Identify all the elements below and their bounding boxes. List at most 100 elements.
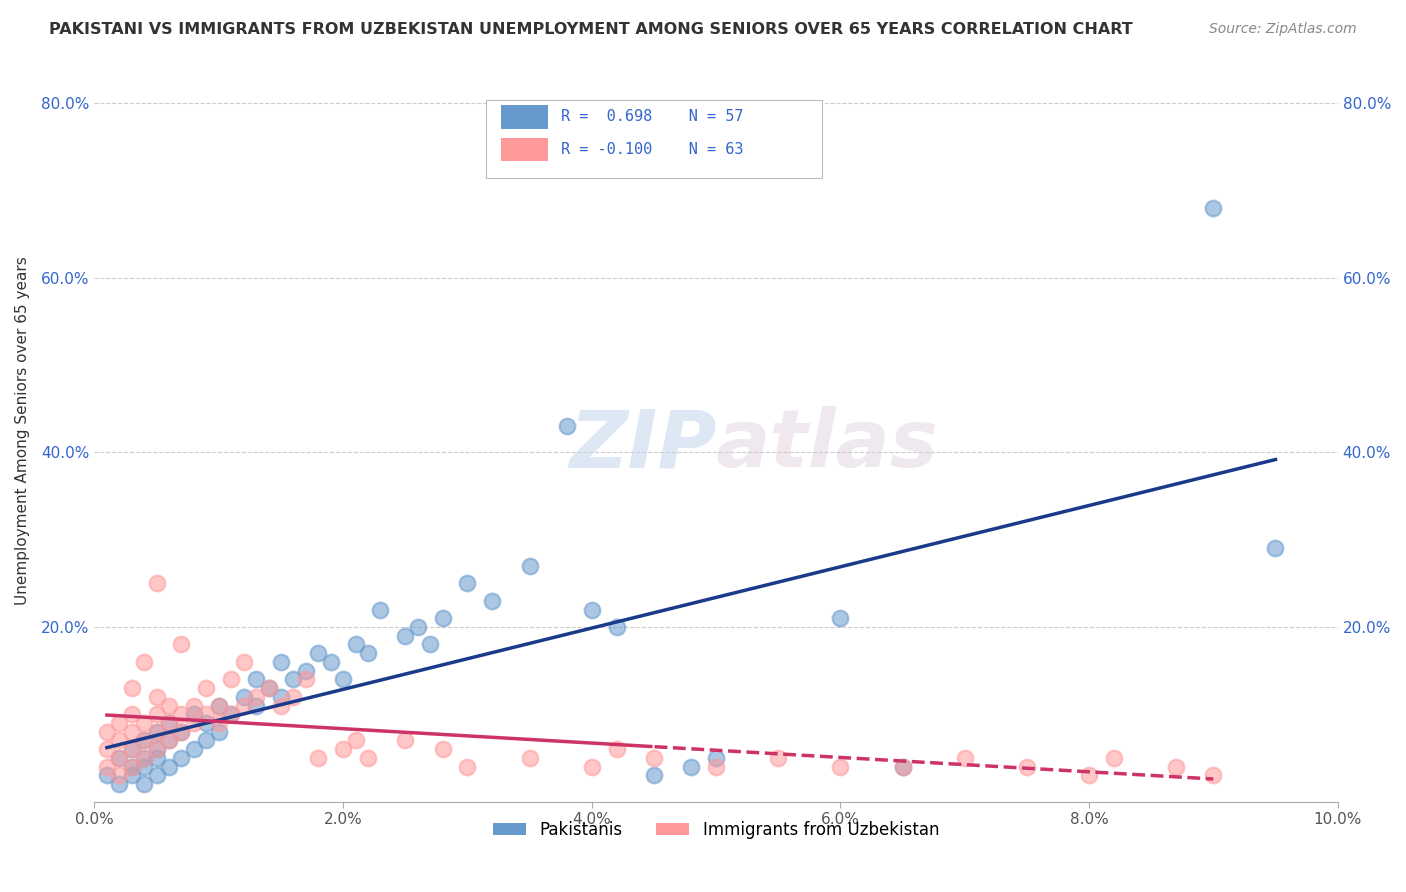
Point bbox=[370, 602, 392, 616]
Point bbox=[96, 724, 118, 739]
Point bbox=[643, 768, 665, 782]
Point bbox=[481, 594, 503, 608]
Point bbox=[307, 646, 329, 660]
Point bbox=[643, 751, 665, 765]
Point bbox=[344, 733, 367, 747]
Point bbox=[157, 733, 180, 747]
Point bbox=[208, 724, 231, 739]
Point bbox=[295, 664, 318, 678]
Point bbox=[891, 759, 914, 773]
Point bbox=[357, 646, 380, 660]
Point bbox=[157, 759, 180, 773]
Point bbox=[145, 742, 167, 756]
Point bbox=[1015, 759, 1038, 773]
Point bbox=[394, 733, 416, 747]
Point bbox=[208, 698, 231, 713]
Point bbox=[134, 751, 156, 765]
Point bbox=[134, 759, 156, 773]
Point bbox=[830, 759, 852, 773]
Point bbox=[307, 751, 329, 765]
Text: R = -0.100    N = 63: R = -0.100 N = 63 bbox=[561, 142, 744, 157]
Point bbox=[170, 724, 193, 739]
Point bbox=[332, 742, 354, 756]
Point bbox=[1202, 201, 1225, 215]
Point bbox=[245, 673, 267, 687]
Y-axis label: Unemployment Among Seniors over 65 years: Unemployment Among Seniors over 65 years bbox=[15, 256, 30, 605]
Point bbox=[406, 620, 429, 634]
Point bbox=[121, 759, 143, 773]
Point bbox=[134, 751, 156, 765]
Point bbox=[606, 620, 628, 634]
Point bbox=[134, 716, 156, 731]
Point bbox=[96, 759, 118, 773]
Point bbox=[157, 716, 180, 731]
Point bbox=[606, 742, 628, 756]
Text: R =  0.698    N = 57: R = 0.698 N = 57 bbox=[561, 109, 744, 124]
Point bbox=[157, 716, 180, 731]
Point bbox=[1264, 541, 1286, 556]
Point bbox=[145, 690, 167, 704]
Point bbox=[195, 681, 218, 695]
Point bbox=[519, 751, 541, 765]
Point bbox=[145, 768, 167, 782]
Point bbox=[108, 777, 131, 791]
Point bbox=[121, 724, 143, 739]
Point bbox=[270, 698, 292, 713]
Point bbox=[270, 655, 292, 669]
Point bbox=[344, 637, 367, 651]
Point bbox=[96, 768, 118, 782]
Point bbox=[830, 611, 852, 625]
Point bbox=[96, 742, 118, 756]
Text: PAKISTANI VS IMMIGRANTS FROM UZBEKISTAN UNEMPLOYMENT AMONG SENIORS OVER 65 YEARS: PAKISTANI VS IMMIGRANTS FROM UZBEKISTAN … bbox=[49, 22, 1133, 37]
Point bbox=[145, 742, 167, 756]
Point bbox=[108, 768, 131, 782]
Point bbox=[195, 707, 218, 722]
Point bbox=[134, 733, 156, 747]
Point bbox=[208, 716, 231, 731]
Point bbox=[257, 681, 280, 695]
Point bbox=[432, 611, 454, 625]
Point bbox=[121, 742, 143, 756]
Point bbox=[245, 698, 267, 713]
Point bbox=[1078, 768, 1101, 782]
Point bbox=[170, 724, 193, 739]
Point bbox=[157, 733, 180, 747]
Point bbox=[195, 733, 218, 747]
Point bbox=[145, 576, 167, 591]
Point bbox=[257, 681, 280, 695]
Point bbox=[891, 759, 914, 773]
Point bbox=[704, 759, 727, 773]
Point bbox=[283, 673, 305, 687]
Point bbox=[121, 768, 143, 782]
Point bbox=[581, 759, 603, 773]
Point bbox=[555, 419, 578, 434]
Point bbox=[108, 751, 131, 765]
Text: Source: ZipAtlas.com: Source: ZipAtlas.com bbox=[1209, 22, 1357, 37]
Text: ZIP: ZIP bbox=[568, 407, 716, 484]
Point bbox=[108, 751, 131, 765]
Point bbox=[295, 673, 318, 687]
Point bbox=[170, 751, 193, 765]
Point bbox=[219, 707, 242, 722]
Point bbox=[121, 681, 143, 695]
FancyBboxPatch shape bbox=[501, 137, 548, 161]
Point bbox=[121, 759, 143, 773]
Point bbox=[232, 655, 254, 669]
Point bbox=[419, 637, 441, 651]
Point bbox=[456, 759, 478, 773]
Text: atlas: atlas bbox=[716, 407, 939, 484]
FancyBboxPatch shape bbox=[501, 105, 548, 128]
Point bbox=[108, 716, 131, 731]
Point bbox=[519, 558, 541, 573]
Point bbox=[183, 742, 205, 756]
Point bbox=[332, 673, 354, 687]
Point bbox=[195, 716, 218, 731]
Point bbox=[108, 733, 131, 747]
Point bbox=[121, 707, 143, 722]
Point bbox=[270, 690, 292, 704]
Point bbox=[219, 707, 242, 722]
Point bbox=[581, 602, 603, 616]
Point bbox=[319, 655, 342, 669]
Point bbox=[432, 742, 454, 756]
Point bbox=[953, 751, 976, 765]
